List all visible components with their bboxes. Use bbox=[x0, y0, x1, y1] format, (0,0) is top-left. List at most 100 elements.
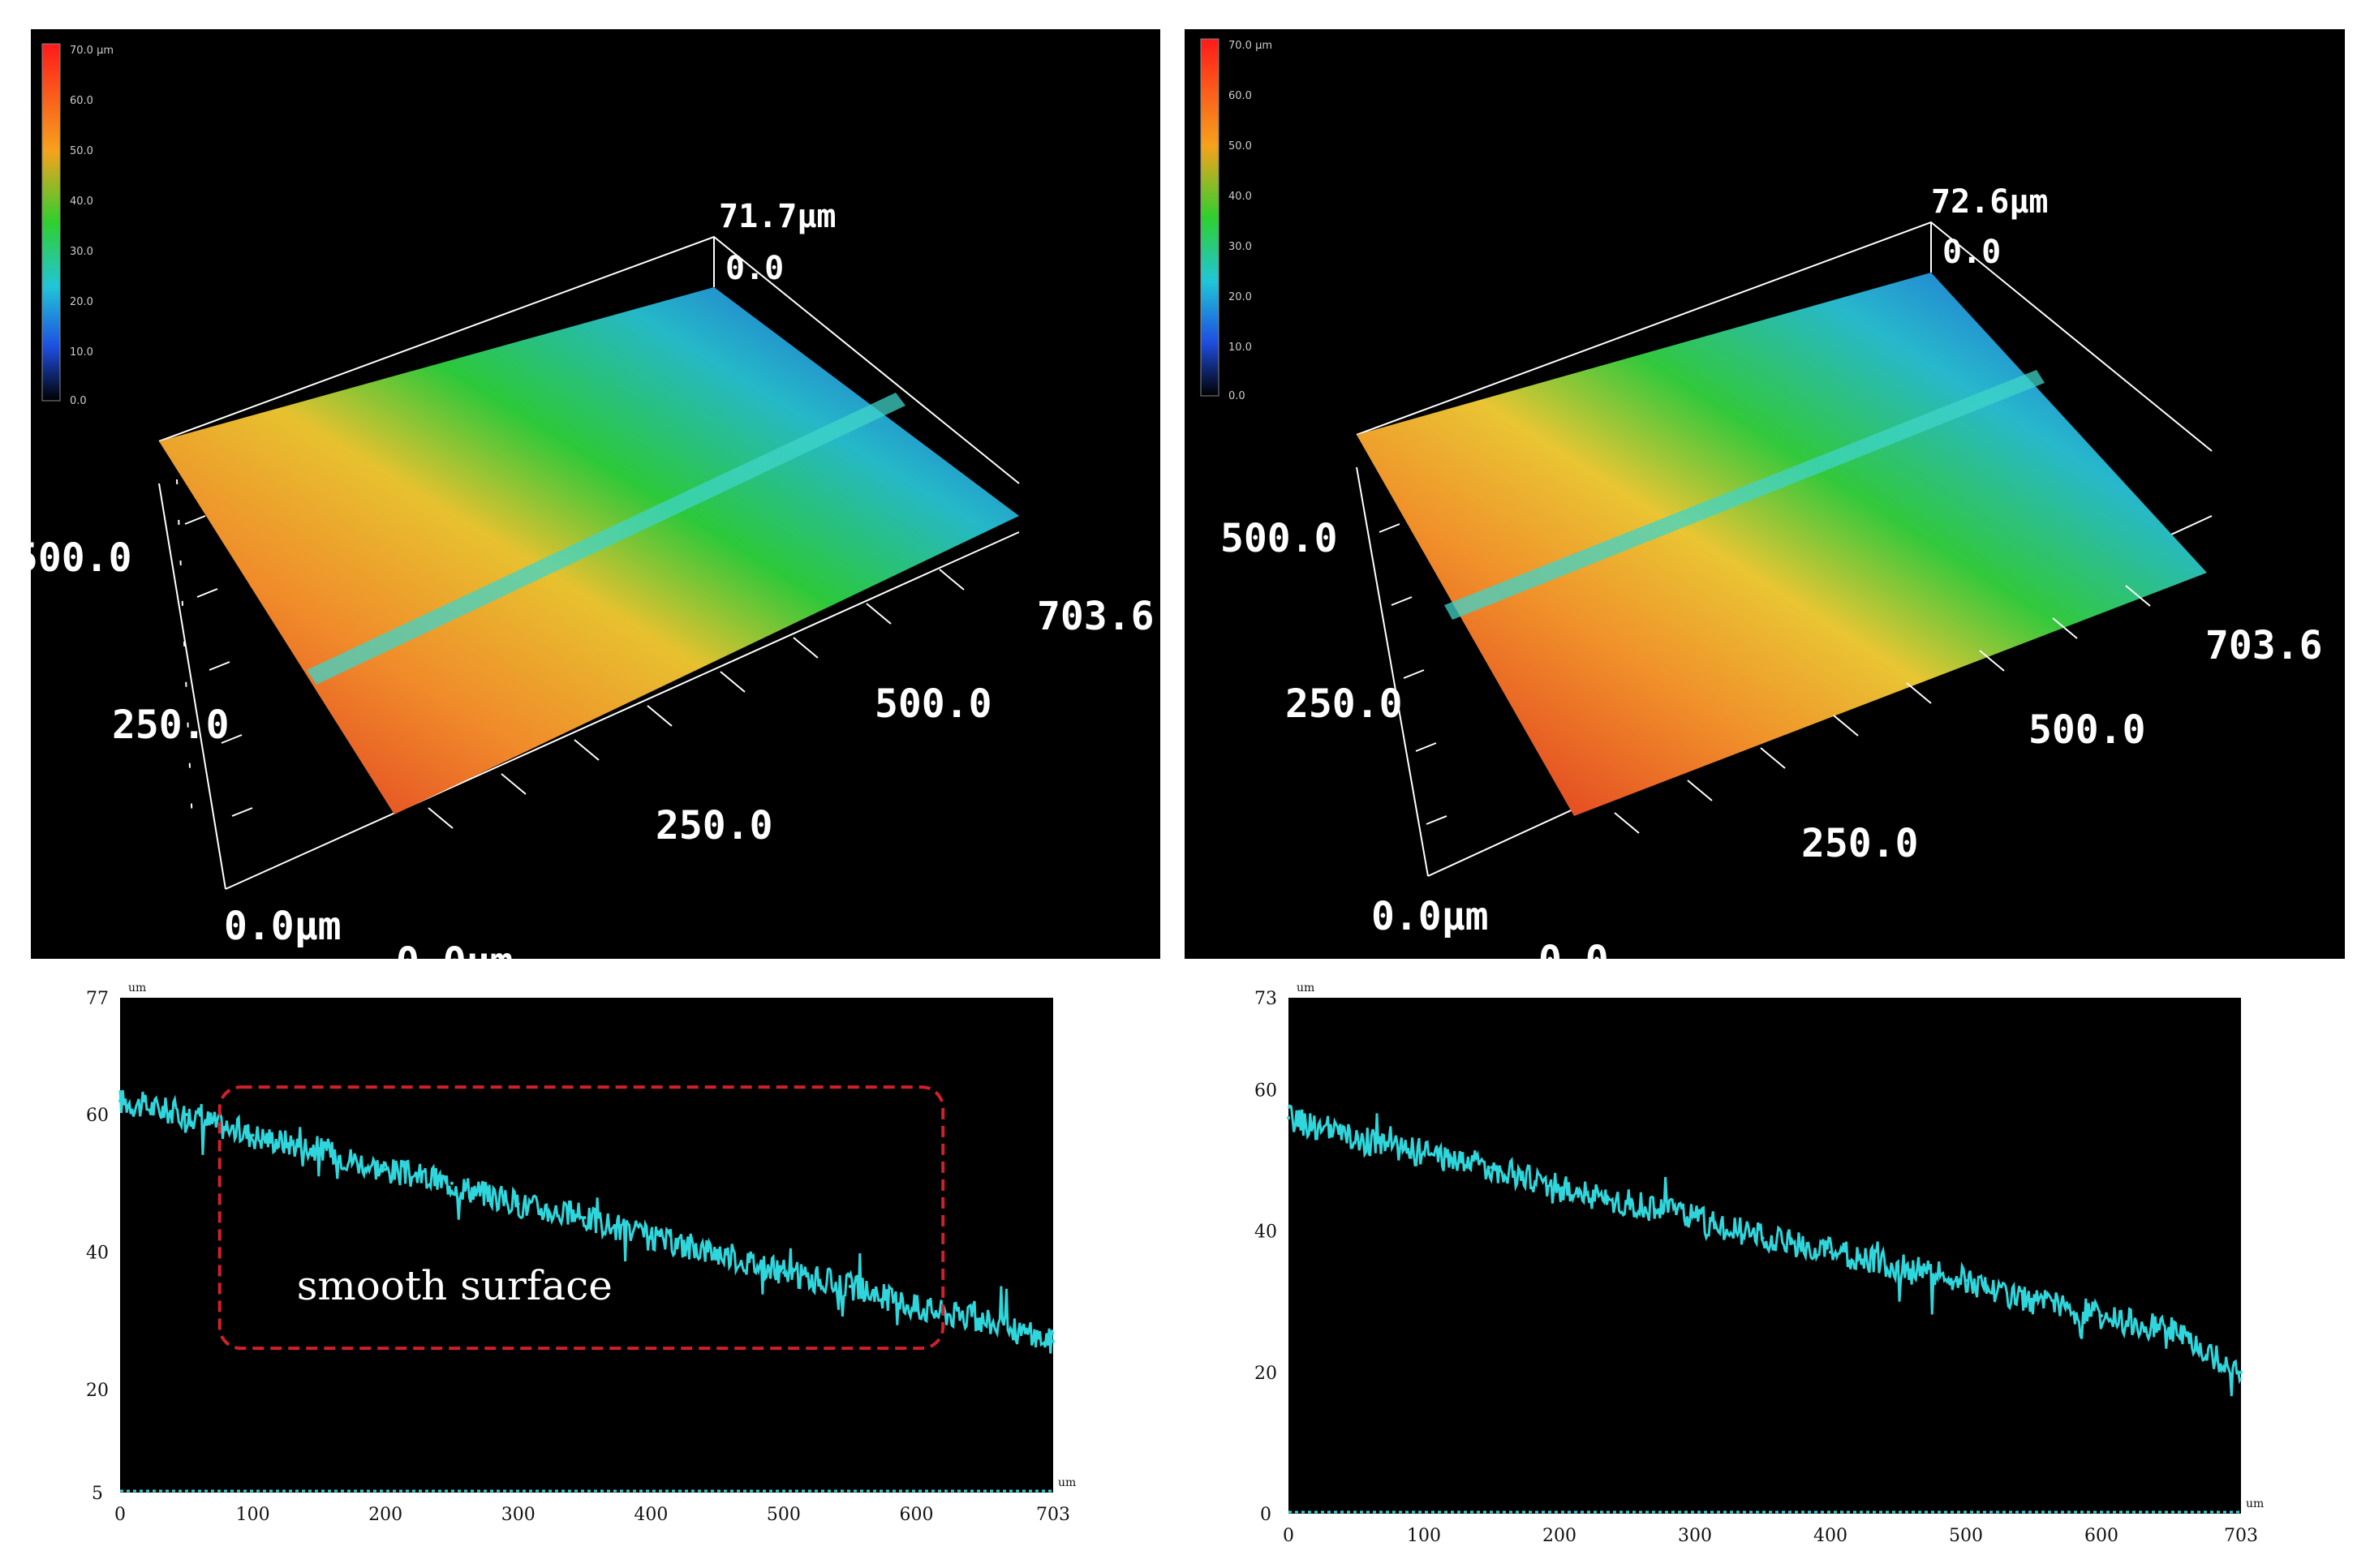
y-unit-label: um bbox=[128, 982, 146, 994]
profile-a-svg: 77 60 40 20 50 100 200 300 400 500 600 703 um um smoot… bbox=[86, 982, 1076, 1525]
origin-label-b: 0.0μm bbox=[1371, 894, 1489, 939]
cbar-b-3: 40.0 bbox=[1228, 191, 1252, 203]
data-point bbox=[781, 1270, 785, 1274]
surface-3d-panel-b: 70.0 μm 60.0 50.0 40.0 30.0 20.0 10.0 0.… bbox=[1185, 29, 2345, 959]
cbar-a-3: 40.0 bbox=[70, 195, 93, 208]
x-tick-label: 300 bbox=[501, 1505, 536, 1525]
height-zero-b: 0.0 bbox=[1942, 234, 2001, 271]
y-label-b-250: 250.0 bbox=[1285, 681, 1403, 727]
y-tick-label: 20 bbox=[86, 1381, 109, 1401]
y-tick-label: 5 bbox=[92, 1484, 103, 1504]
profile-chart-b: 73 60 40 20 0 0 100 200 300 400 500 600 703 um um bbox=[1217, 973, 2353, 1557]
surface-3d-panel-a: 70.0 μm 60.0 50.0 40.0 30.0 20.0 10.0 0.… bbox=[31, 29, 1160, 959]
y-tick-label: 20 bbox=[1254, 1364, 1277, 1384]
profile-trace-b bbox=[1287, 1104, 2243, 1397]
data-point bbox=[449, 1181, 454, 1185]
y-unit-label: um bbox=[1297, 982, 1314, 994]
data-point bbox=[649, 1236, 653, 1240]
scan-line-b bbox=[1444, 370, 2045, 620]
data-point bbox=[1625, 1201, 1629, 1205]
plot-area bbox=[120, 998, 1053, 1493]
data-point bbox=[1422, 1151, 1426, 1155]
data-point bbox=[1287, 1116, 1290, 1120]
cbar-a-0: 70.0 μm bbox=[70, 45, 114, 57]
data-point bbox=[716, 1250, 720, 1254]
y-tick-label: 60 bbox=[1254, 1080, 1277, 1101]
surface-3d-a-graphic: 70.0 μm 60.0 50.0 40.0 30.0 20.0 10.0 0.… bbox=[31, 43, 1155, 959]
x-tick-label: 400 bbox=[1813, 1526, 1847, 1546]
x-tick-label: 703 bbox=[1036, 1505, 1070, 1525]
data-point bbox=[981, 1319, 985, 1323]
x-tick-label: 400 bbox=[634, 1505, 668, 1525]
cbar-a-1: 60.0 bbox=[70, 95, 93, 107]
smooth-surface-box bbox=[217, 1085, 945, 1351]
x-unit-label: um bbox=[1058, 1476, 1076, 1489]
x-label-b-250: 250.0 bbox=[1801, 821, 1919, 866]
colorbar-labels-b: 70.0 μm 60.0 50.0 40.0 30.0 20.0 10.0 0.… bbox=[1228, 40, 1272, 402]
data-point bbox=[2032, 1300, 2036, 1304]
cbar-a-4: 30.0 bbox=[70, 246, 93, 258]
cbar-b-1: 60.0 bbox=[1228, 90, 1252, 102]
y-tick-label: 40 bbox=[86, 1243, 109, 1263]
y-label-a-250: 250.0 bbox=[112, 702, 230, 748]
x-tick-label: 200 bbox=[368, 1505, 402, 1525]
panel-label-b: (b) bbox=[2205, 47, 2302, 127]
x-unit-label: um bbox=[2246, 1497, 2264, 1510]
data-point bbox=[118, 1099, 122, 1103]
x-tick-label: 500 bbox=[1949, 1526, 1983, 1546]
colorbar-b bbox=[1200, 38, 1219, 397]
x-tick-label: 500 bbox=[767, 1505, 801, 1525]
plot-area bbox=[1288, 998, 2241, 1514]
x-label-a-250: 250.0 bbox=[656, 803, 773, 848]
y-label-a-500: 500.0 bbox=[31, 535, 132, 581]
cbar-b-6: 10.0 bbox=[1228, 342, 1252, 354]
x-tick-label: 300 bbox=[1678, 1526, 1712, 1546]
y-tick-label: 40 bbox=[1254, 1222, 1277, 1243]
wireframe-a bbox=[158, 235, 1020, 890]
panel-label-a: (a) bbox=[1037, 47, 1131, 127]
cbar-b-2: 50.0 bbox=[1228, 140, 1252, 153]
profile-trace-a bbox=[118, 1089, 1055, 1354]
origin-label-a: 0.0μm bbox=[224, 904, 342, 949]
x-tick-label: 100 bbox=[236, 1505, 270, 1525]
origin2-label-b: 0.0 bbox=[1538, 938, 1609, 959]
x-label-b-500: 500.0 bbox=[2028, 707, 2146, 753]
data-point bbox=[1557, 1187, 1561, 1191]
data-point bbox=[384, 1167, 388, 1171]
colorbar-a bbox=[41, 43, 61, 402]
axis-ticks-a bbox=[184, 515, 965, 829]
data-point bbox=[583, 1216, 587, 1220]
data-point bbox=[2167, 1328, 2171, 1332]
data-point bbox=[1964, 1278, 1968, 1282]
x-tick-label: 600 bbox=[900, 1505, 934, 1525]
data-point bbox=[1490, 1166, 1494, 1170]
data-point bbox=[1693, 1215, 1697, 1219]
origin2-label-a: 0.0μm bbox=[396, 939, 514, 959]
cbar-a-2: 50.0 bbox=[70, 145, 93, 157]
data-point bbox=[914, 1305, 918, 1309]
data-point bbox=[1761, 1236, 1765, 1240]
height-label-b: 72.6μm bbox=[1931, 183, 2049, 221]
cbar-b-5: 20.0 bbox=[1228, 291, 1252, 303]
x-tick-label: 200 bbox=[1542, 1526, 1576, 1546]
y-label-b-500: 500.0 bbox=[1220, 516, 1338, 561]
y-tick-label: 60 bbox=[86, 1106, 109, 1126]
data-point bbox=[251, 1133, 255, 1137]
axis-ticks-b bbox=[1379, 523, 2151, 834]
x-max-label-a: 703.6 bbox=[1037, 594, 1155, 639]
cbar-a-5: 20.0 bbox=[70, 296, 93, 308]
x-tick-label: 0 bbox=[1283, 1526, 1294, 1546]
data-point bbox=[1828, 1250, 1832, 1254]
data-point bbox=[2099, 1314, 2103, 1318]
x-max-label-b: 703.6 bbox=[2205, 623, 2323, 668]
cbar-b-7: 0.0 bbox=[1228, 390, 1245, 402]
x-tick-label: 600 bbox=[2084, 1526, 2118, 1546]
surface-b bbox=[1357, 273, 2207, 816]
profile-chart-a: 77 60 40 20 5 0 100 200 300 400 500 600 703 um um smoot… bbox=[0, 973, 1136, 1557]
cbar-b-4: 30.0 bbox=[1228, 241, 1252, 253]
x-tick-label: 703 bbox=[2224, 1526, 2258, 1546]
y-tick-label: 0 bbox=[1260, 1505, 1271, 1525]
data-point bbox=[2239, 1370, 2243, 1374]
cbar-b-0: 70.0 μm bbox=[1228, 40, 1272, 52]
